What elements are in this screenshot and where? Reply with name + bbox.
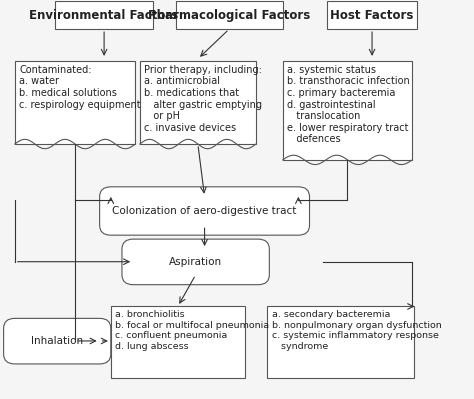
Text: a. systemic status
b. transthoracic infection
c. primary bacteremia
d. gastroint: a. systemic status b. transthoracic infe… <box>287 65 410 144</box>
FancyBboxPatch shape <box>100 187 310 235</box>
FancyBboxPatch shape <box>175 1 283 29</box>
Text: Inhalation: Inhalation <box>31 336 83 346</box>
FancyBboxPatch shape <box>55 1 153 29</box>
FancyBboxPatch shape <box>111 306 245 378</box>
Text: Aspiration: Aspiration <box>169 257 222 267</box>
FancyBboxPatch shape <box>267 306 414 378</box>
Text: Contaminated:
a. water
b. medical solutions
c. respirology equipment: Contaminated: a. water b. medical soluti… <box>19 65 141 110</box>
FancyBboxPatch shape <box>4 318 111 364</box>
Text: Colonization of aero-digestive tract: Colonization of aero-digestive tract <box>112 206 297 216</box>
Text: a. secondary bacteremia
b. nonpulmonary organ dysfunction
c. systemic inflammato: a. secondary bacteremia b. nonpulmonary … <box>272 310 441 351</box>
Text: a. bronchiolitis
b. focal or multifocal pneumonia
c. confluent pneumonia
d. lung: a. bronchiolitis b. focal or multifocal … <box>115 310 269 351</box>
Polygon shape <box>283 61 412 160</box>
FancyBboxPatch shape <box>328 1 417 29</box>
Text: Environmental Factors: Environmental Factors <box>29 9 179 22</box>
Text: Pharmacological Factors: Pharmacological Factors <box>148 9 310 22</box>
Polygon shape <box>140 61 256 144</box>
Polygon shape <box>15 61 136 144</box>
Text: Host Factors: Host Factors <box>330 9 414 22</box>
Text: Prior therapy, including:
a. antimicrobial
b. medications that
   alter gastric : Prior therapy, including: a. antimicrobi… <box>144 65 262 133</box>
FancyBboxPatch shape <box>122 239 269 285</box>
